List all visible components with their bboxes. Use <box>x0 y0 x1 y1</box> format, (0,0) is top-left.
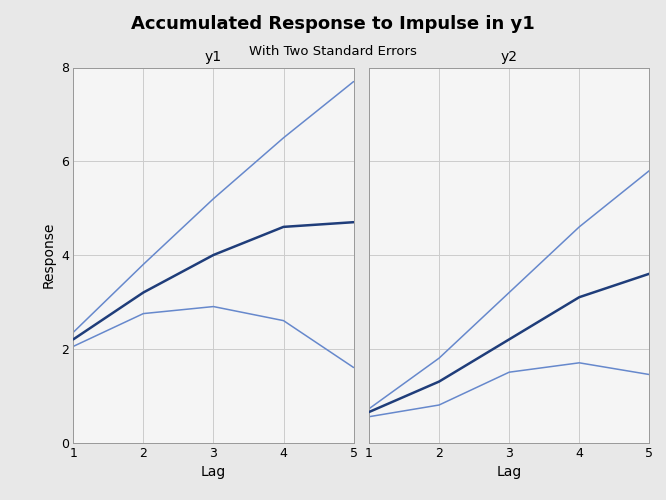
X-axis label: Lag: Lag <box>201 465 226 479</box>
Title: y1: y1 <box>205 50 222 64</box>
Y-axis label: Response: Response <box>41 222 55 288</box>
Text: Accumulated Response to Impulse in y1: Accumulated Response to Impulse in y1 <box>131 15 535 33</box>
X-axis label: Lag: Lag <box>497 465 521 479</box>
Text: With Two Standard Errors: With Two Standard Errors <box>249 45 417 58</box>
Title: y2: y2 <box>501 50 517 64</box>
